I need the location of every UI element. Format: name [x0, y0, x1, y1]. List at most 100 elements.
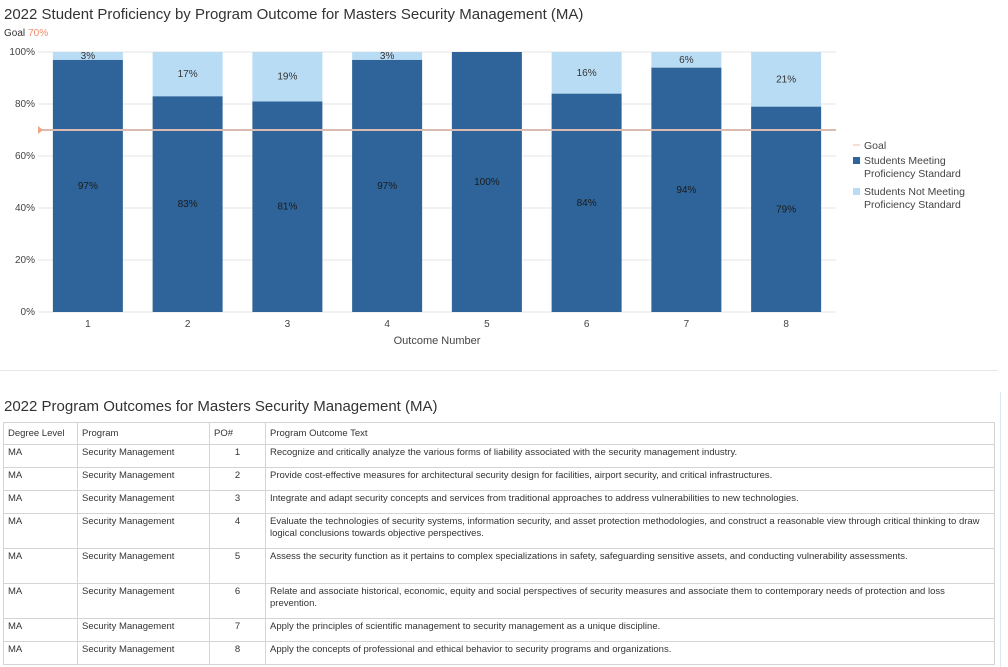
bar-not-meeting-proficiency	[52, 52, 123, 60]
bar-meeting-proficiency	[651, 67, 722, 312]
cell-outcome-text: Provide cost-effective measures for arch…	[265, 467, 995, 491]
bar-meeting-proficiency	[751, 106, 822, 312]
table-row: MA Security Management 7 Apply the princ…	[3, 618, 995, 642]
cell-degree-level: MA	[3, 513, 78, 549]
data-label-meeting: 79%	[776, 204, 796, 215]
chart-legend: Goal Students Meeting Proficiency Standard…	[853, 140, 965, 211]
bar-not-meeting-proficiency	[252, 52, 323, 102]
x-axis-title: Outcome Number	[394, 335, 481, 347]
bar-meeting-proficiency	[152, 96, 223, 312]
bar-not-meeting-proficiency	[352, 52, 423, 60]
cell-outcome-text: Apply the principles of scientific manag…	[265, 618, 995, 642]
data-label-not-meeting: 17%	[178, 69, 198, 80]
legend-series-label: Students Not Meeting Proficiency Standard	[864, 186, 965, 211]
x-tick-label: 4	[384, 319, 390, 330]
x-tick-label: 7	[684, 319, 690, 330]
data-label-not-meeting: 3%	[380, 51, 395, 62]
y-tick-label: 0%	[21, 307, 36, 318]
cell-po-number: 7	[209, 618, 266, 642]
chart-bars: 3% 97% 17% 83% 19% 81% 3% 97% 100% 16% 84% 6% 94% 21%…	[52, 51, 822, 313]
cell-program: Security Management	[77, 641, 210, 665]
bar-meeting-proficiency	[252, 101, 323, 313]
table-row: MA Security Management 1 Recognize and c…	[3, 444, 995, 468]
outcomes-panel: 2022 Program Outcomes for Masters Securi…	[0, 392, 1001, 667]
bar-meeting-proficiency	[451, 52, 522, 312]
header-program[interactable]: Program	[77, 422, 210, 445]
cell-po-number: 1	[209, 444, 266, 468]
goal-line-group	[38, 126, 836, 134]
data-label-meeting: 100%	[474, 177, 500, 188]
legend-swatch	[853, 188, 860, 195]
x-tick-label: 6	[584, 319, 590, 330]
outcomes-table: Degree Level Program PO# Program Outcome…	[3, 422, 995, 665]
cell-po-number: 3	[209, 490, 266, 514]
bar-not-meeting-proficiency	[551, 52, 622, 94]
header-po-number[interactable]: PO#	[209, 422, 266, 445]
cell-program: Security Management	[77, 490, 210, 514]
x-tick-label: 3	[285, 319, 291, 330]
cell-outcome-text: Relate and associate historical, economi…	[265, 583, 995, 619]
table-header-row: Degree Level Program PO# Program Outcome…	[3, 422, 995, 445]
y-tick-label: 40%	[15, 203, 35, 214]
y-tick-label: 20%	[15, 255, 35, 266]
table-row: MA Security Management 3 Integrate and a…	[3, 490, 995, 514]
table-row: MA Security Management 5 Assess the secu…	[3, 548, 995, 584]
cell-outcome-text: Recognize and critically analyze the var…	[265, 444, 995, 468]
goal-marker-icon	[38, 126, 43, 134]
y-tick-label: 100%	[9, 47, 35, 58]
data-label-meeting: 97%	[78, 181, 98, 192]
cell-program: Security Management	[77, 444, 210, 468]
chart-title: 2022 Student Proficiency by Program Outc…	[4, 6, 584, 23]
cell-po-number: 2	[209, 467, 266, 491]
bar-not-meeting-proficiency	[651, 52, 722, 68]
section-divider	[0, 370, 998, 371]
bar-meeting-proficiency	[352, 59, 423, 312]
data-label-not-meeting: 19%	[277, 72, 297, 83]
cell-po-number: 4	[209, 513, 266, 549]
cell-degree-level: MA	[3, 467, 78, 491]
header-degree-level[interactable]: Degree Level	[3, 422, 78, 445]
y-tick-label: 60%	[15, 151, 35, 162]
cell-outcome-text: Assess the security function as it perta…	[265, 548, 995, 584]
data-label-not-meeting: 16%	[577, 68, 597, 79]
table-row: MA Security Management 2 Provide cost-ef…	[3, 467, 995, 491]
bar-not-meeting-proficiency	[152, 52, 223, 97]
cell-degree-level: MA	[3, 548, 78, 584]
cell-degree-level: MA	[3, 444, 78, 468]
cell-program: Security Management	[77, 467, 210, 491]
x-tick-label: 1	[85, 319, 91, 330]
x-tick-label: 5	[484, 319, 490, 330]
cell-outcome-text: Evaluate the technologies of security sy…	[265, 513, 995, 549]
table-row: MA Security Management 4 Evaluate the te…	[3, 513, 995, 549]
goal-label: Goal	[4, 28, 26, 39]
cell-degree-level: MA	[3, 641, 78, 665]
data-label-meeting: 97%	[377, 181, 397, 192]
data-label-meeting: 84%	[577, 198, 597, 209]
data-label-meeting: 94%	[676, 185, 696, 196]
cell-program: Security Management	[77, 513, 210, 549]
bar-meeting-proficiency	[52, 59, 123, 312]
y-tick-label: 80%	[15, 99, 35, 110]
table-row: MA Security Management 8 Apply the conce…	[3, 641, 995, 665]
legend-series-label: Students Meeting Proficiency Standard	[864, 155, 961, 180]
cell-program: Security Management	[77, 583, 210, 619]
table-row: MA Security Management 6 Relate and asso…	[3, 583, 995, 619]
cell-degree-level: MA	[3, 583, 78, 619]
cell-degree-level: MA	[3, 490, 78, 514]
cell-outcome-text: Apply the concepts of professional and e…	[265, 641, 995, 665]
cell-program: Security Management	[77, 548, 210, 584]
cell-po-number: 5	[209, 548, 266, 584]
header-outcome-text[interactable]: Program Outcome Text	[265, 422, 995, 445]
goal-indicator: Goal 70%	[4, 28, 48, 39]
x-tick-label: 8	[783, 319, 789, 330]
legend-swatch	[853, 157, 860, 164]
proficiency-bar-chart: 0% 20% 40% 60% 80% 100% 3% 97% 17% 83% 19% 81% 3% 97…	[9, 47, 965, 347]
data-label-meeting: 83%	[178, 199, 198, 210]
data-label-not-meeting: 21%	[776, 74, 796, 85]
x-tick-label: 2	[185, 319, 191, 330]
data-label-not-meeting: 6%	[679, 55, 694, 66]
y-axis: 0% 20% 40% 60% 80% 100%	[9, 47, 35, 318]
goal-value: 70%	[28, 28, 49, 39]
cell-outcome-text: Integrate and adapt security concepts an…	[265, 490, 995, 514]
data-label-not-meeting: 3%	[81, 51, 96, 62]
